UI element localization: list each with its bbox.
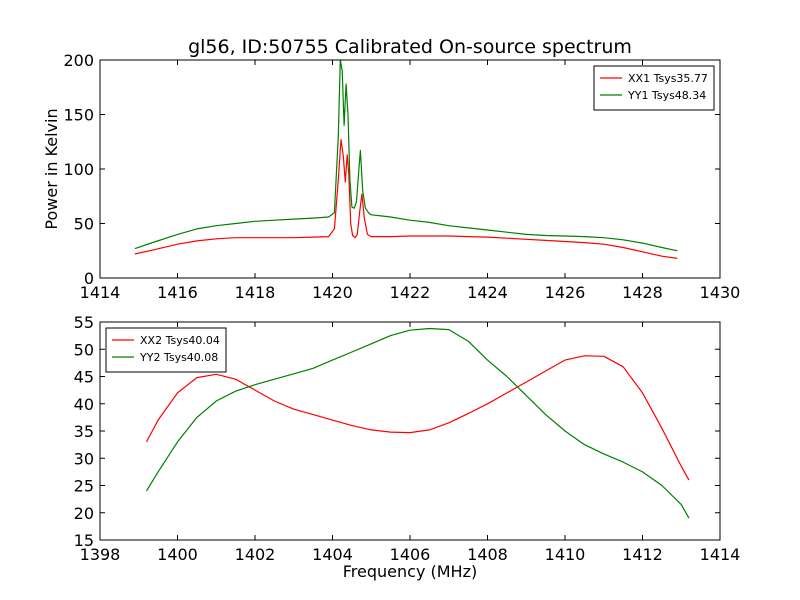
y-tick-label: 50 xyxy=(74,340,94,359)
legend-box xyxy=(105,327,227,373)
x-tick-label: 1402 xyxy=(235,545,276,564)
y-tick-label: 15 xyxy=(74,531,94,550)
y-tick-label: 45 xyxy=(74,368,94,387)
y-tick-label: 30 xyxy=(74,449,94,468)
top-series-layer xyxy=(134,59,678,259)
bottom-legend: XX2 Tsys40.04 YY2 Tsys40.08 xyxy=(105,327,227,373)
x-tick-label: 1414 xyxy=(700,545,741,564)
bottom-series-layer xyxy=(145,327,690,519)
y-tick-label: 200 xyxy=(63,51,94,70)
x-tick-label: 1414 xyxy=(80,283,121,302)
top-legend: XX1 Tsys35.77 YY1 Tsys48.34 xyxy=(593,65,715,111)
y-tick-label: 20 xyxy=(74,504,94,523)
top-y-axis-label: Power in Kelvin xyxy=(42,108,61,229)
x-tick-label: 1400 xyxy=(157,545,198,564)
x-tick-label: 1408 xyxy=(467,545,508,564)
series-line-yy1 xyxy=(134,59,678,252)
legend-label: YY2 Tsys40.08 xyxy=(139,351,218,364)
y-tick-label: 55 xyxy=(74,313,94,332)
legend-label: YY1 Tsys48.34 xyxy=(627,89,706,102)
x-tick-label: 1406 xyxy=(390,545,431,564)
x-tick-label: 1404 xyxy=(312,545,353,564)
top-ticks-layer: 1414 1416 1418 1420 1422 1424 1426 1428 1430 0 50 1… xyxy=(63,51,740,302)
legend-box xyxy=(593,65,715,111)
y-tick-label: 100 xyxy=(63,160,94,179)
x-tick-label: 1422 xyxy=(390,283,431,302)
series-line-yy2 xyxy=(145,327,690,519)
y-tick-label: 150 xyxy=(63,106,94,125)
chart-title: gl56, ID:50755 Calibrated On-source spec… xyxy=(188,36,632,58)
x-tick-label: 1398 xyxy=(80,545,121,564)
legend-label: XX1 Tsys35.77 xyxy=(628,72,708,85)
bottom-ticks-layer: 1398 1400 1402 1404 1406 1408 1410 1412 1414 15 20… xyxy=(74,313,741,564)
x-tick-label: 1426 xyxy=(545,283,586,302)
bottom-panel: 1398 1400 1402 1404 1406 1408 1410 1412 1414 15 20… xyxy=(74,313,741,581)
y-tick-label: 50 xyxy=(74,215,94,234)
top-panel: 1414 1416 1418 1420 1422 1424 1426 1428 1430 0 50 1… xyxy=(42,51,740,302)
y-tick-label: 40 xyxy=(74,395,94,414)
legend-label: XX2 Tsys40.04 xyxy=(140,334,220,347)
series-line-xx1 xyxy=(134,139,678,259)
x-tick-label: 1416 xyxy=(157,283,198,302)
x-tick-label: 1418 xyxy=(235,283,276,302)
y-tick-label: 35 xyxy=(74,422,94,441)
x-tick-label: 1430 xyxy=(700,283,741,302)
x-tick-label: 1410 xyxy=(545,545,586,564)
x-tick-label: 1412 xyxy=(622,545,663,564)
x-tick-label: 1424 xyxy=(467,283,508,302)
y-tick-label: 0 xyxy=(84,269,94,288)
y-tick-label: 25 xyxy=(74,477,94,496)
x-tick-label: 1428 xyxy=(622,283,663,302)
bottom-x-axis-label: Frequency (MHz) xyxy=(343,562,477,581)
x-tick-label: 1420 xyxy=(312,283,353,302)
series-line-xx2 xyxy=(145,355,690,481)
